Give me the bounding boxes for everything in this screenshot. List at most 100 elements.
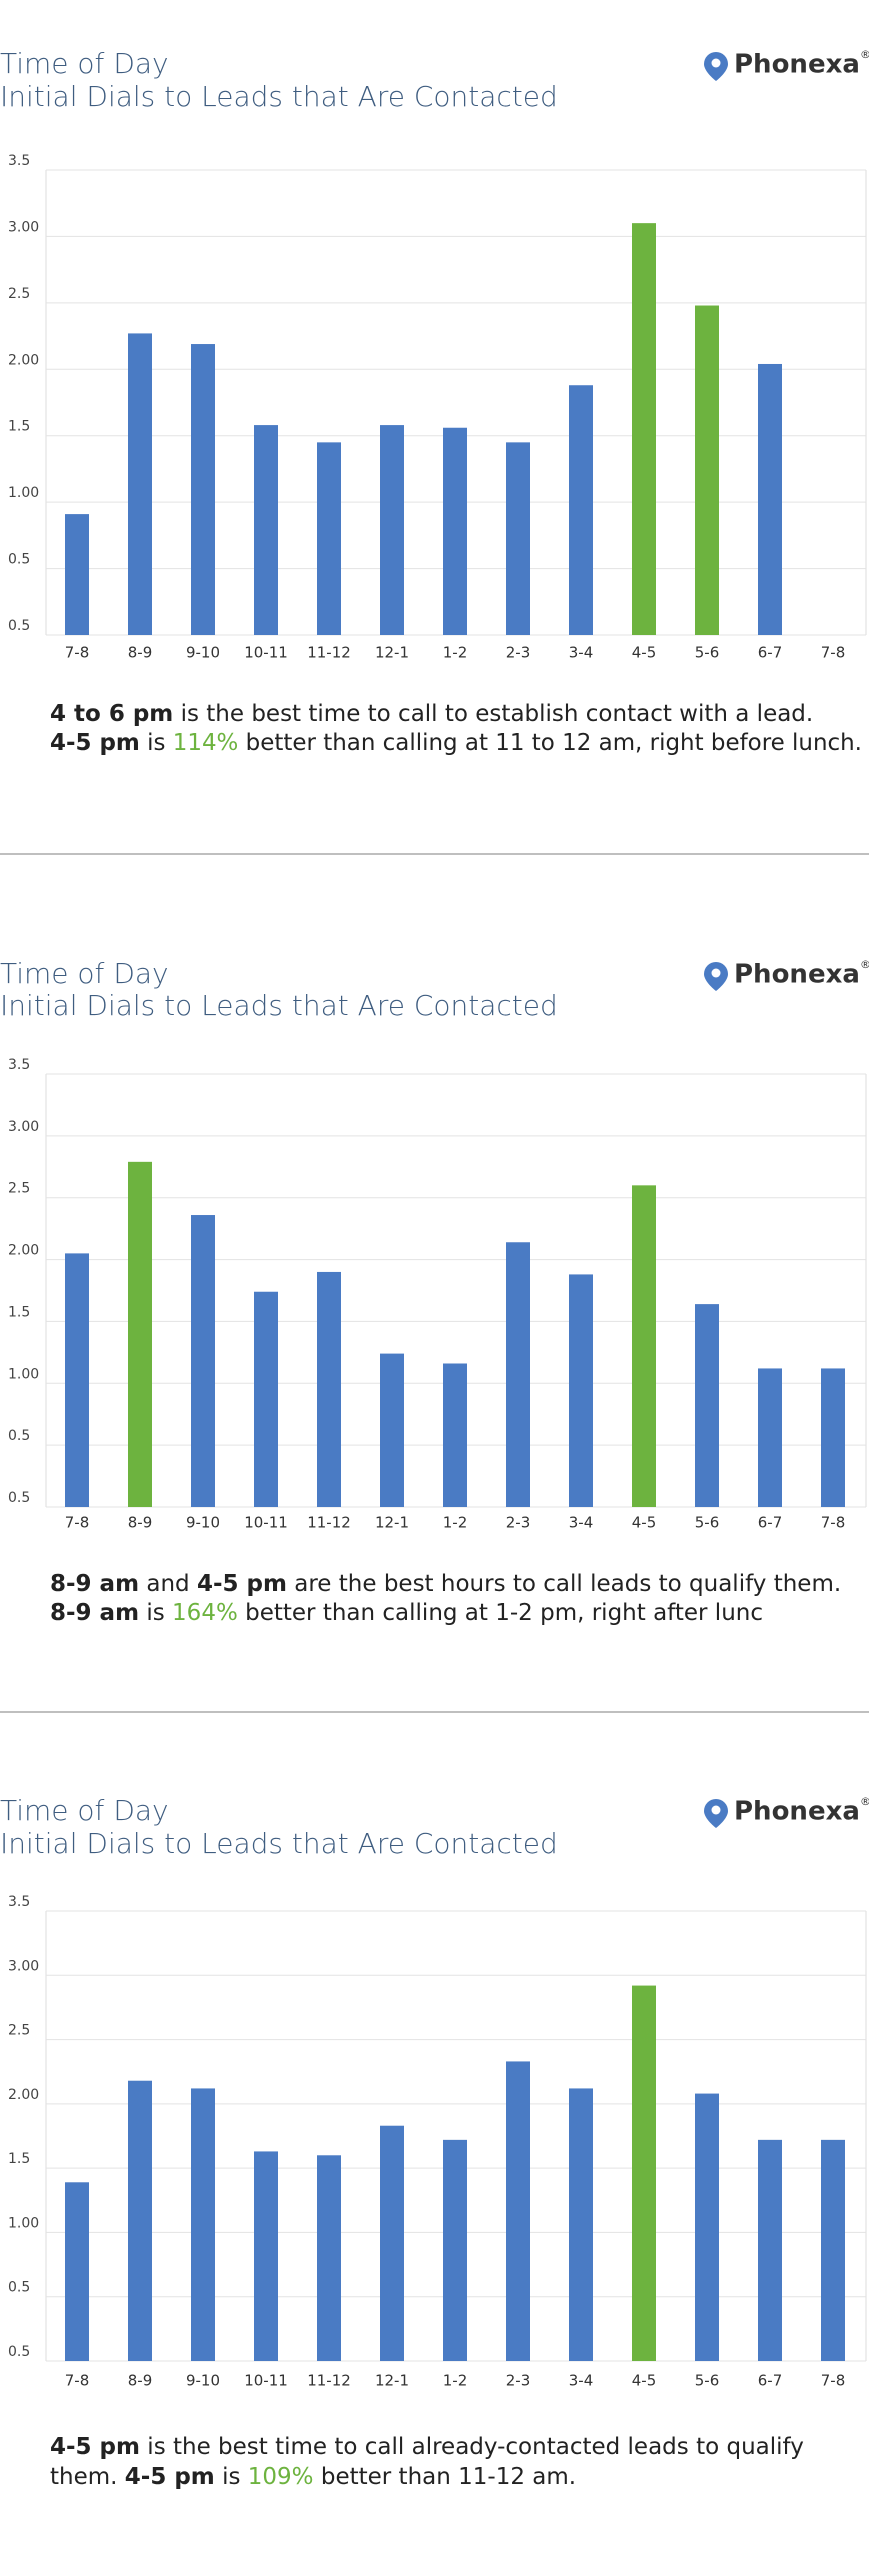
bar (254, 425, 278, 635)
bar (569, 385, 593, 635)
bar (128, 2080, 152, 2361)
chart-subtitle: Initial Dials to Leads that Are Contacte… (0, 80, 558, 113)
caption-segment: is the best time to call already-contact… (140, 2434, 804, 2460)
y-tick-label: 2.00 (8, 352, 39, 368)
bar (317, 2155, 341, 2361)
x-tick-label: 3-4 (569, 644, 594, 662)
x-tick-label: 12-1 (375, 1514, 409, 1532)
x-tick-label: 8-9 (128, 644, 153, 662)
caption-segment: and (139, 1571, 197, 1597)
bar (632, 1985, 656, 2361)
bar (821, 1368, 845, 1507)
x-tick-label: 3-4 (569, 2372, 594, 2390)
logo-pin-hole (711, 1805, 721, 1815)
x-tick-label: 5-6 (695, 644, 720, 662)
chart-subtitle: Initial Dials to Leads that Are Contacte… (0, 1827, 558, 1860)
y-tick-label: 1.5 (8, 2151, 30, 2167)
x-tick-label: 5-6 (695, 1514, 720, 1532)
x-tick-label: 9-10 (186, 644, 220, 662)
caption-segment: 4-5 pm (197, 1571, 287, 1597)
y-tick-label: 1.00 (8, 1366, 39, 1382)
caption-segment: 4-5 pm (50, 2434, 140, 2460)
y-tick-label: 0.5 (8, 618, 30, 634)
x-tick-label: 7-8 (821, 2372, 846, 2390)
x-tick-label: 9-10 (186, 1514, 220, 1532)
x-tick-label: 7-8 (65, 644, 90, 662)
logo-text: Phonexa (734, 960, 860, 990)
caption-segment: 114% (173, 730, 239, 756)
logo: Phonexa ® (704, 48, 869, 81)
y-tick-label: 3.5 (8, 1057, 30, 1073)
caption-segment: are the best hours to call leads to qual… (287, 1571, 841, 1597)
x-tick-label: 3-4 (569, 1514, 594, 1532)
x-tick-label: 7-8 (821, 1514, 846, 1532)
bar (191, 2088, 215, 2361)
bar (506, 442, 530, 635)
y-tick-label: 3.5 (8, 153, 30, 169)
bar (254, 2151, 278, 2361)
bar (758, 2139, 782, 2361)
y-tick-label: 1.00 (8, 2215, 39, 2231)
y-tick-label: 0.5 (8, 552, 30, 568)
chart-subtitle: Initial Dials to Leads that Are Contacte… (0, 989, 558, 1022)
bar (380, 425, 404, 635)
caption-segment: is the best time to call to establish co… (173, 701, 813, 727)
bar (506, 2061, 530, 2361)
x-tick-label: 9-10 (186, 2372, 220, 2390)
chart-title: Time of Day (0, 957, 169, 990)
bar (695, 1304, 719, 1507)
bar (632, 1185, 656, 1507)
x-tick-label: 4-5 (632, 1514, 657, 1532)
chart-title: Time of Day (0, 1794, 169, 1827)
caption-segment: 4-5 pm (50, 730, 140, 756)
bar (317, 1271, 341, 1507)
bar (65, 1253, 89, 1507)
x-tick-label: 1-2 (443, 2372, 468, 2390)
caption-segment: 4 to 6 pm (50, 701, 173, 727)
x-tick-label: 2-3 (506, 644, 531, 662)
y-tick-label: 1.5 (8, 419, 30, 435)
x-tick-label: 8-9 (128, 1514, 153, 1532)
caption-segment: 8-9 am (50, 1571, 139, 1597)
bar (191, 1215, 215, 1507)
caption-segment: 4-5 pm (125, 2464, 215, 2490)
caption-segment: is (139, 1600, 172, 1626)
bar (758, 1368, 782, 1507)
bar (443, 1363, 467, 1507)
x-tick-label: 11-12 (307, 2372, 351, 2390)
bar (191, 344, 215, 635)
y-tick-label: 1.5 (8, 1304, 30, 1320)
y-tick-label: 2.00 (8, 2087, 39, 2103)
bar (380, 1353, 404, 1507)
caption-segment: 109% (248, 2464, 314, 2490)
logo-text: Phonexa (734, 1797, 860, 1827)
caption-line: 4-5 pm is the best time to call already-… (50, 2434, 804, 2460)
y-tick-label: 3.5 (8, 1894, 30, 1910)
x-tick-label: 10-11 (244, 1514, 288, 1532)
x-tick-label: 6-7 (758, 644, 783, 662)
y-tick-label: 1.00 (8, 485, 39, 501)
bar (65, 2182, 89, 2361)
y-tick-label: 3.00 (8, 219, 39, 235)
y-tick-label: 2.5 (8, 1181, 30, 1197)
bar (254, 1291, 278, 1507)
logo: Phonexa ® (704, 1795, 869, 1828)
logo-pin-hole (711, 58, 721, 68)
y-tick-label: 2.5 (8, 286, 30, 302)
caption-line: 8-9 am and 4-5 pm are the best hours to … (50, 1571, 841, 1597)
x-tick-label: 11-12 (307, 1514, 351, 1532)
x-tick-label: 4-5 (632, 2372, 657, 2390)
bar (443, 2139, 467, 2361)
logo-mark: ® (860, 48, 869, 61)
logo: Phonexa ® (704, 958, 869, 991)
x-tick-label: 7-8 (65, 1514, 90, 1532)
x-tick-label: 4-5 (632, 644, 657, 662)
caption-line: 4 to 6 pm is the best time to call to es… (50, 701, 813, 727)
x-tick-label: 11-12 (307, 644, 351, 662)
x-tick-label: 2-3 (506, 2372, 531, 2390)
bar (380, 2125, 404, 2361)
caption-segment: is (215, 2464, 248, 2490)
x-tick-label: 1-2 (443, 644, 468, 662)
caption-line: them. 4-5 pm is 109% better than 11-12 a… (50, 2464, 576, 2490)
y-tick-label: 2.00 (8, 1243, 39, 1259)
